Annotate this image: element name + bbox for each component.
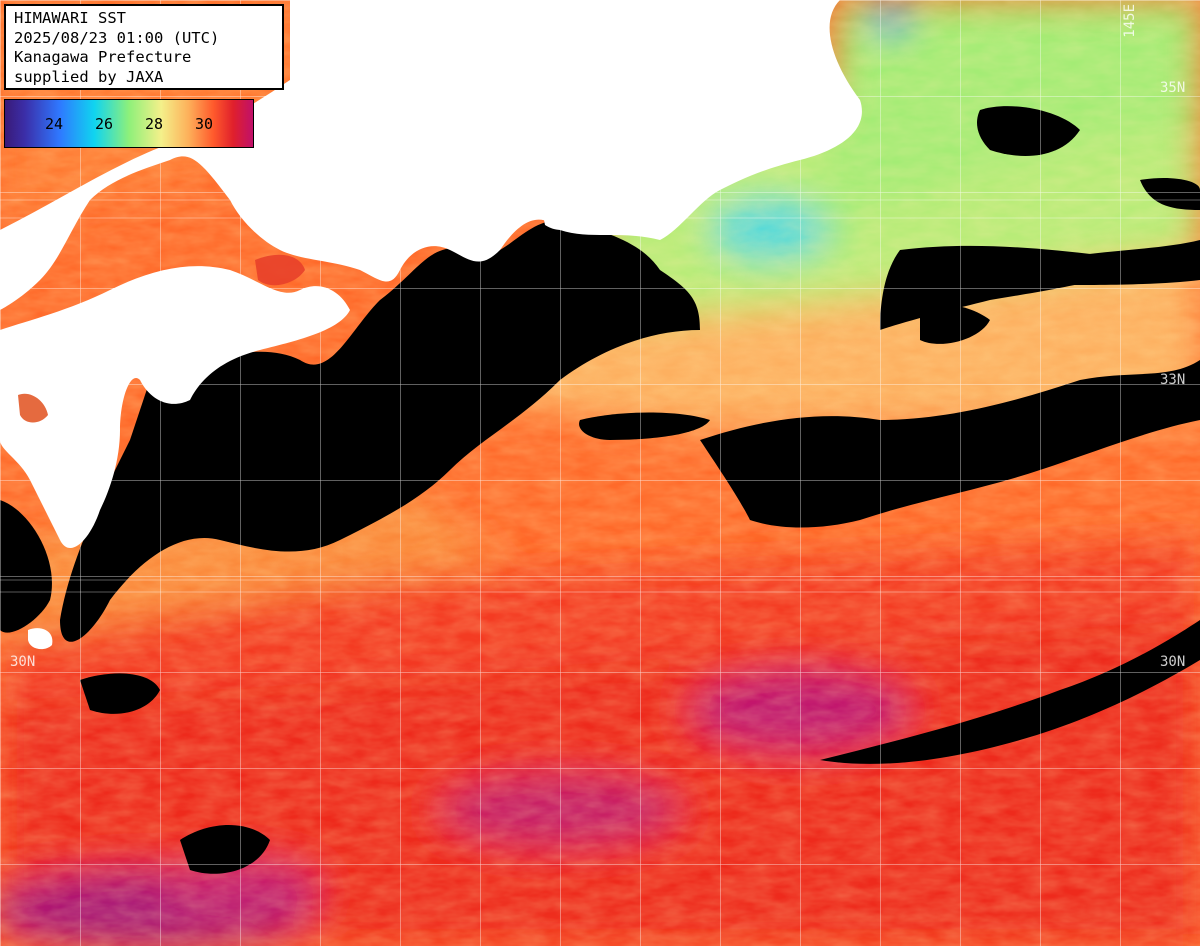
colorbar-tick-24: 24 — [45, 115, 64, 133]
lat-label-30n-right: 30N — [1160, 654, 1186, 670]
lat-label-35n: 35N — [1160, 80, 1186, 96]
lat-label-33n-left: 33N — [10, 372, 36, 388]
region-name: Kanagawa Prefecture — [14, 48, 192, 66]
temperature-colorbar: 24 26 28 30 — [4, 99, 254, 148]
lat-label-30n-left: 30N — [10, 654, 36, 670]
product-title: HIMAWARI SST — [14, 9, 126, 27]
credit-text: supplied by JAXA — [14, 67, 164, 86]
timestamp: 2025/08/23 01:00 (UTC) — [14, 28, 220, 47]
colorbar-tick-26: 26 — [95, 115, 114, 133]
lon-label-140e: 140E — [480, 4, 496, 38]
lat-label-33n-right: 33N — [1160, 372, 1186, 388]
colorbar-tick-30: 30 — [195, 115, 214, 133]
colorbar-tick-28: 28 — [145, 115, 164, 133]
lon-label-145e: 145E — [1122, 4, 1138, 38]
scan-lines — [0, 199, 1200, 593]
info-box: HIMAWARI SST 2025/08/23 01:00 (UTC) Kana… — [4, 4, 284, 90]
